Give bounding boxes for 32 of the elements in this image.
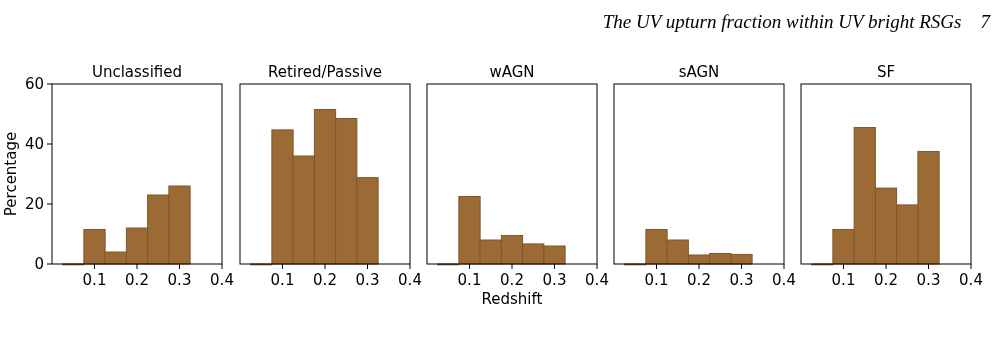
x-tick-label: 0.4 [772, 271, 796, 289]
x-tick-label: 0.4 [585, 271, 609, 289]
chart-title: SF [876, 63, 896, 81]
x-tick-label: 0.2 [125, 271, 149, 289]
x-tick-label: 0.2 [313, 271, 337, 289]
x-tick-label: 0.1 [831, 271, 856, 289]
y-tick-label: 20 [24, 195, 44, 214]
chart-title: wAGN [489, 63, 535, 81]
x-tick-label: 0.3 [729, 271, 754, 289]
text: The UV upturn fraction within UV bright RSGs 7 [602, 11, 992, 32]
x-tick-label: 0.2 [874, 271, 898, 289]
x-tick-label: 0.1 [270, 271, 295, 289]
chart-title: Retired/Passive [267, 63, 383, 81]
x-tick-label: 0.3 [542, 271, 567, 289]
x-tick-label: 0.1 [457, 271, 482, 289]
y-tick-label: 0 [34, 255, 44, 274]
y-axis-title: Percentage [2, 131, 20, 217]
x-tick-label: 0.4 [959, 271, 983, 289]
y-tick-label: 60 [24, 75, 44, 94]
x-tick-label: 0.2 [500, 271, 524, 289]
y-tick-label: 40 [24, 135, 44, 154]
x-tick-label: 0.4 [210, 271, 234, 289]
x-tick-label: 0.4 [398, 271, 422, 289]
x-tick-label: 0.3 [167, 271, 192, 289]
x-tick-label: 0.1 [82, 271, 107, 289]
chart-title: Unclassified [91, 63, 183, 81]
x-tick-label: 0.2 [687, 271, 711, 289]
x-tick-label: 0.3 [355, 271, 380, 289]
x-tick-label: 0.1 [644, 271, 669, 289]
x-axis-title: Redshift [481, 290, 543, 308]
x-tick-label: 0.3 [916, 271, 941, 289]
chart-title: sAGN [678, 63, 720, 81]
